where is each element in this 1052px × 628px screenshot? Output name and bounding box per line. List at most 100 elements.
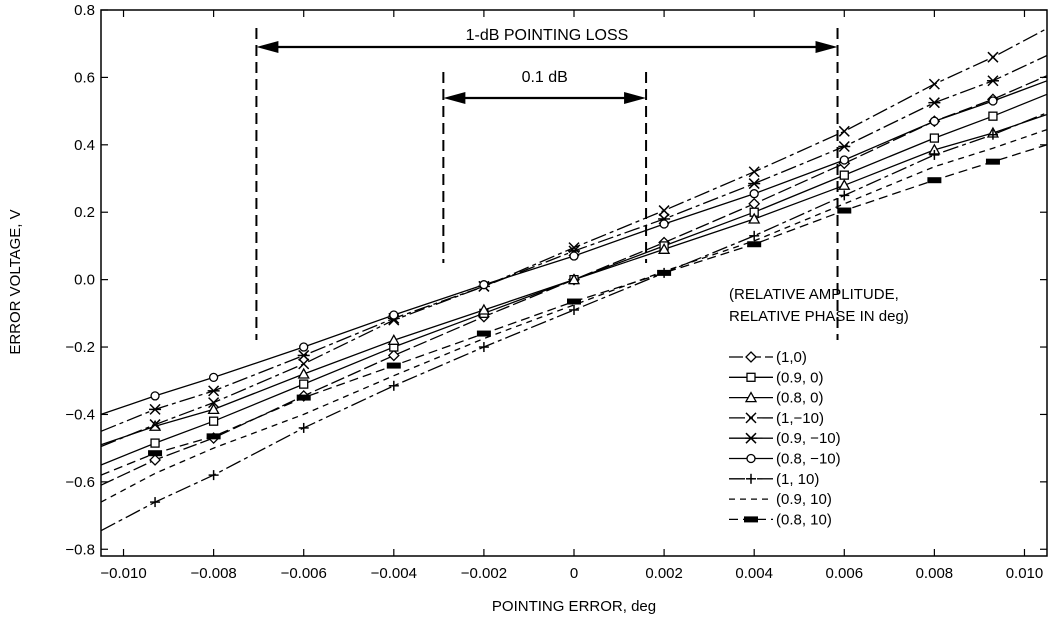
y-tick-label: 0.4	[74, 137, 95, 154]
marker-stroke	[658, 205, 670, 217]
series-marker-plus	[929, 149, 940, 160]
legend-label: (0.9, 10)	[776, 491, 832, 508]
series-marker-circle	[208, 372, 219, 383]
annotation-arrowhead-right	[624, 92, 647, 104]
legend-label: (0.8, −10)	[776, 451, 841, 468]
series-marker-star	[928, 97, 941, 109]
marker-stroke	[298, 358, 310, 370]
marker-stroke	[745, 412, 757, 424]
series-marker-x	[928, 78, 940, 90]
x-tick-label: −0.002	[461, 565, 507, 582]
series-marker-x	[838, 125, 850, 137]
series-marker-plus	[478, 342, 489, 353]
series-marker-circle	[746, 453, 756, 464]
marker-stroke	[208, 397, 220, 409]
series-marker-x	[149, 419, 161, 431]
series-marker-star	[838, 140, 851, 153]
x-tick-label: 0.006	[826, 565, 864, 582]
series-marker-bar	[386, 362, 401, 369]
series-marker-triangle	[477, 303, 491, 315]
legend-label: (1,0)	[776, 349, 807, 366]
series-marker-circle	[479, 280, 489, 290]
y-tick-label: 0.2	[74, 204, 95, 221]
series-marker-x	[987, 51, 999, 63]
series-marker-x	[298, 358, 310, 370]
marker-stroke	[838, 125, 850, 137]
series-marker-star	[986, 75, 999, 87]
series-marker-plus	[388, 380, 399, 391]
series-markers	[148, 51, 1000, 508]
series-marker-x	[745, 412, 757, 424]
legend-title-line1: (RELATIVE AMPLITUDE,	[729, 286, 899, 303]
series-marker-diamond	[149, 454, 161, 466]
series-marker-square	[929, 133, 940, 143]
series-marker-bar	[476, 330, 491, 337]
y-tick-label: 0.0	[74, 272, 95, 289]
x-tick-label: −0.008	[190, 565, 236, 582]
y-tick-label: −0.6	[65, 474, 95, 491]
axes: −0.010 −0.008 −0.006 −0.004 −0.002 0 0.002 0.00…	[65, 2, 1047, 582]
x-tick-label: 0.010	[1006, 565, 1044, 582]
legend-title-line2: RELATIVE PHASE IN deg)	[729, 308, 909, 325]
marker-stroke	[149, 419, 161, 431]
series-marker-triangle	[207, 403, 220, 415]
series-marker-circle	[929, 116, 940, 126]
series-marker-diamond	[387, 349, 400, 362]
series-marker-triangle	[748, 212, 761, 224]
series-marker-x	[748, 166, 760, 178]
annotation-arrowhead-right	[815, 41, 838, 53]
series-marker-bar	[747, 241, 762, 248]
annotation-label: 1-dB POINTING LOSS	[466, 27, 629, 44]
series-line	[100, 27, 1048, 448]
series-marker-triangle	[297, 367, 310, 379]
x-tick-label: −0.006	[281, 565, 327, 582]
series-marker-x	[658, 205, 670, 217]
series-marker-plus	[208, 470, 219, 481]
series-marker-diamond	[745, 351, 757, 363]
pointing-loss-annotations: 1-dB POINTING LOSS 0.1 dB	[255, 27, 839, 340]
series-marker-circle	[988, 96, 998, 106]
legend-label: (1,−10)	[776, 410, 824, 427]
series-marker-bar	[985, 158, 1000, 165]
series-marker-bar	[296, 394, 311, 401]
series-marker-triangle	[838, 178, 851, 190]
series-marker-plus	[987, 129, 998, 140]
series-marker-triangle	[657, 242, 671, 254]
y-tick-label: 0.8	[74, 2, 95, 19]
legend-label: (0.9, 0)	[776, 369, 824, 386]
series-marker-bar	[657, 269, 672, 276]
series-marker-circle	[389, 310, 399, 320]
y-tick-label: 0.6	[74, 69, 95, 86]
y-tick-label: −0.4	[65, 406, 95, 423]
series-marker-circle	[150, 391, 160, 401]
series-line	[100, 54, 1048, 432]
series-marker-plus	[839, 190, 850, 201]
series-marker-circle	[659, 219, 669, 229]
series-marker-circle	[569, 251, 579, 261]
series-marker-plus	[749, 230, 760, 241]
series-marker-triangle	[567, 273, 581, 285]
series-marker-square	[988, 111, 998, 121]
series-marker-square	[746, 372, 756, 382]
x-tick-label: −0.004	[371, 565, 417, 582]
x-tick-label: 0.004	[735, 565, 773, 582]
series-marker-diamond	[748, 197, 761, 210]
annotation-arrowhead-left	[256, 41, 279, 53]
x-axis-label: POINTING ERROR, deg	[492, 598, 656, 615]
series-marker-plus	[569, 304, 579, 315]
legend-label: (1, 10)	[776, 471, 819, 488]
series-marker-circle	[839, 155, 849, 165]
annotation-label: 0.1 dB	[522, 69, 568, 86]
series-marker-star	[297, 349, 310, 361]
y-tick-label: −0.8	[65, 541, 95, 558]
y-axis-label: ERROR VOLTAGE, V	[7, 209, 24, 354]
x-tick-label: 0	[570, 565, 578, 582]
marker-stroke	[748, 166, 760, 178]
series-marker-circle	[749, 189, 759, 199]
series-marker-bar	[837, 207, 852, 214]
series-marker-x	[208, 397, 220, 409]
series-marker-bar	[206, 433, 221, 440]
series-line	[100, 128, 1048, 503]
series-marker-bar	[744, 516, 758, 523]
